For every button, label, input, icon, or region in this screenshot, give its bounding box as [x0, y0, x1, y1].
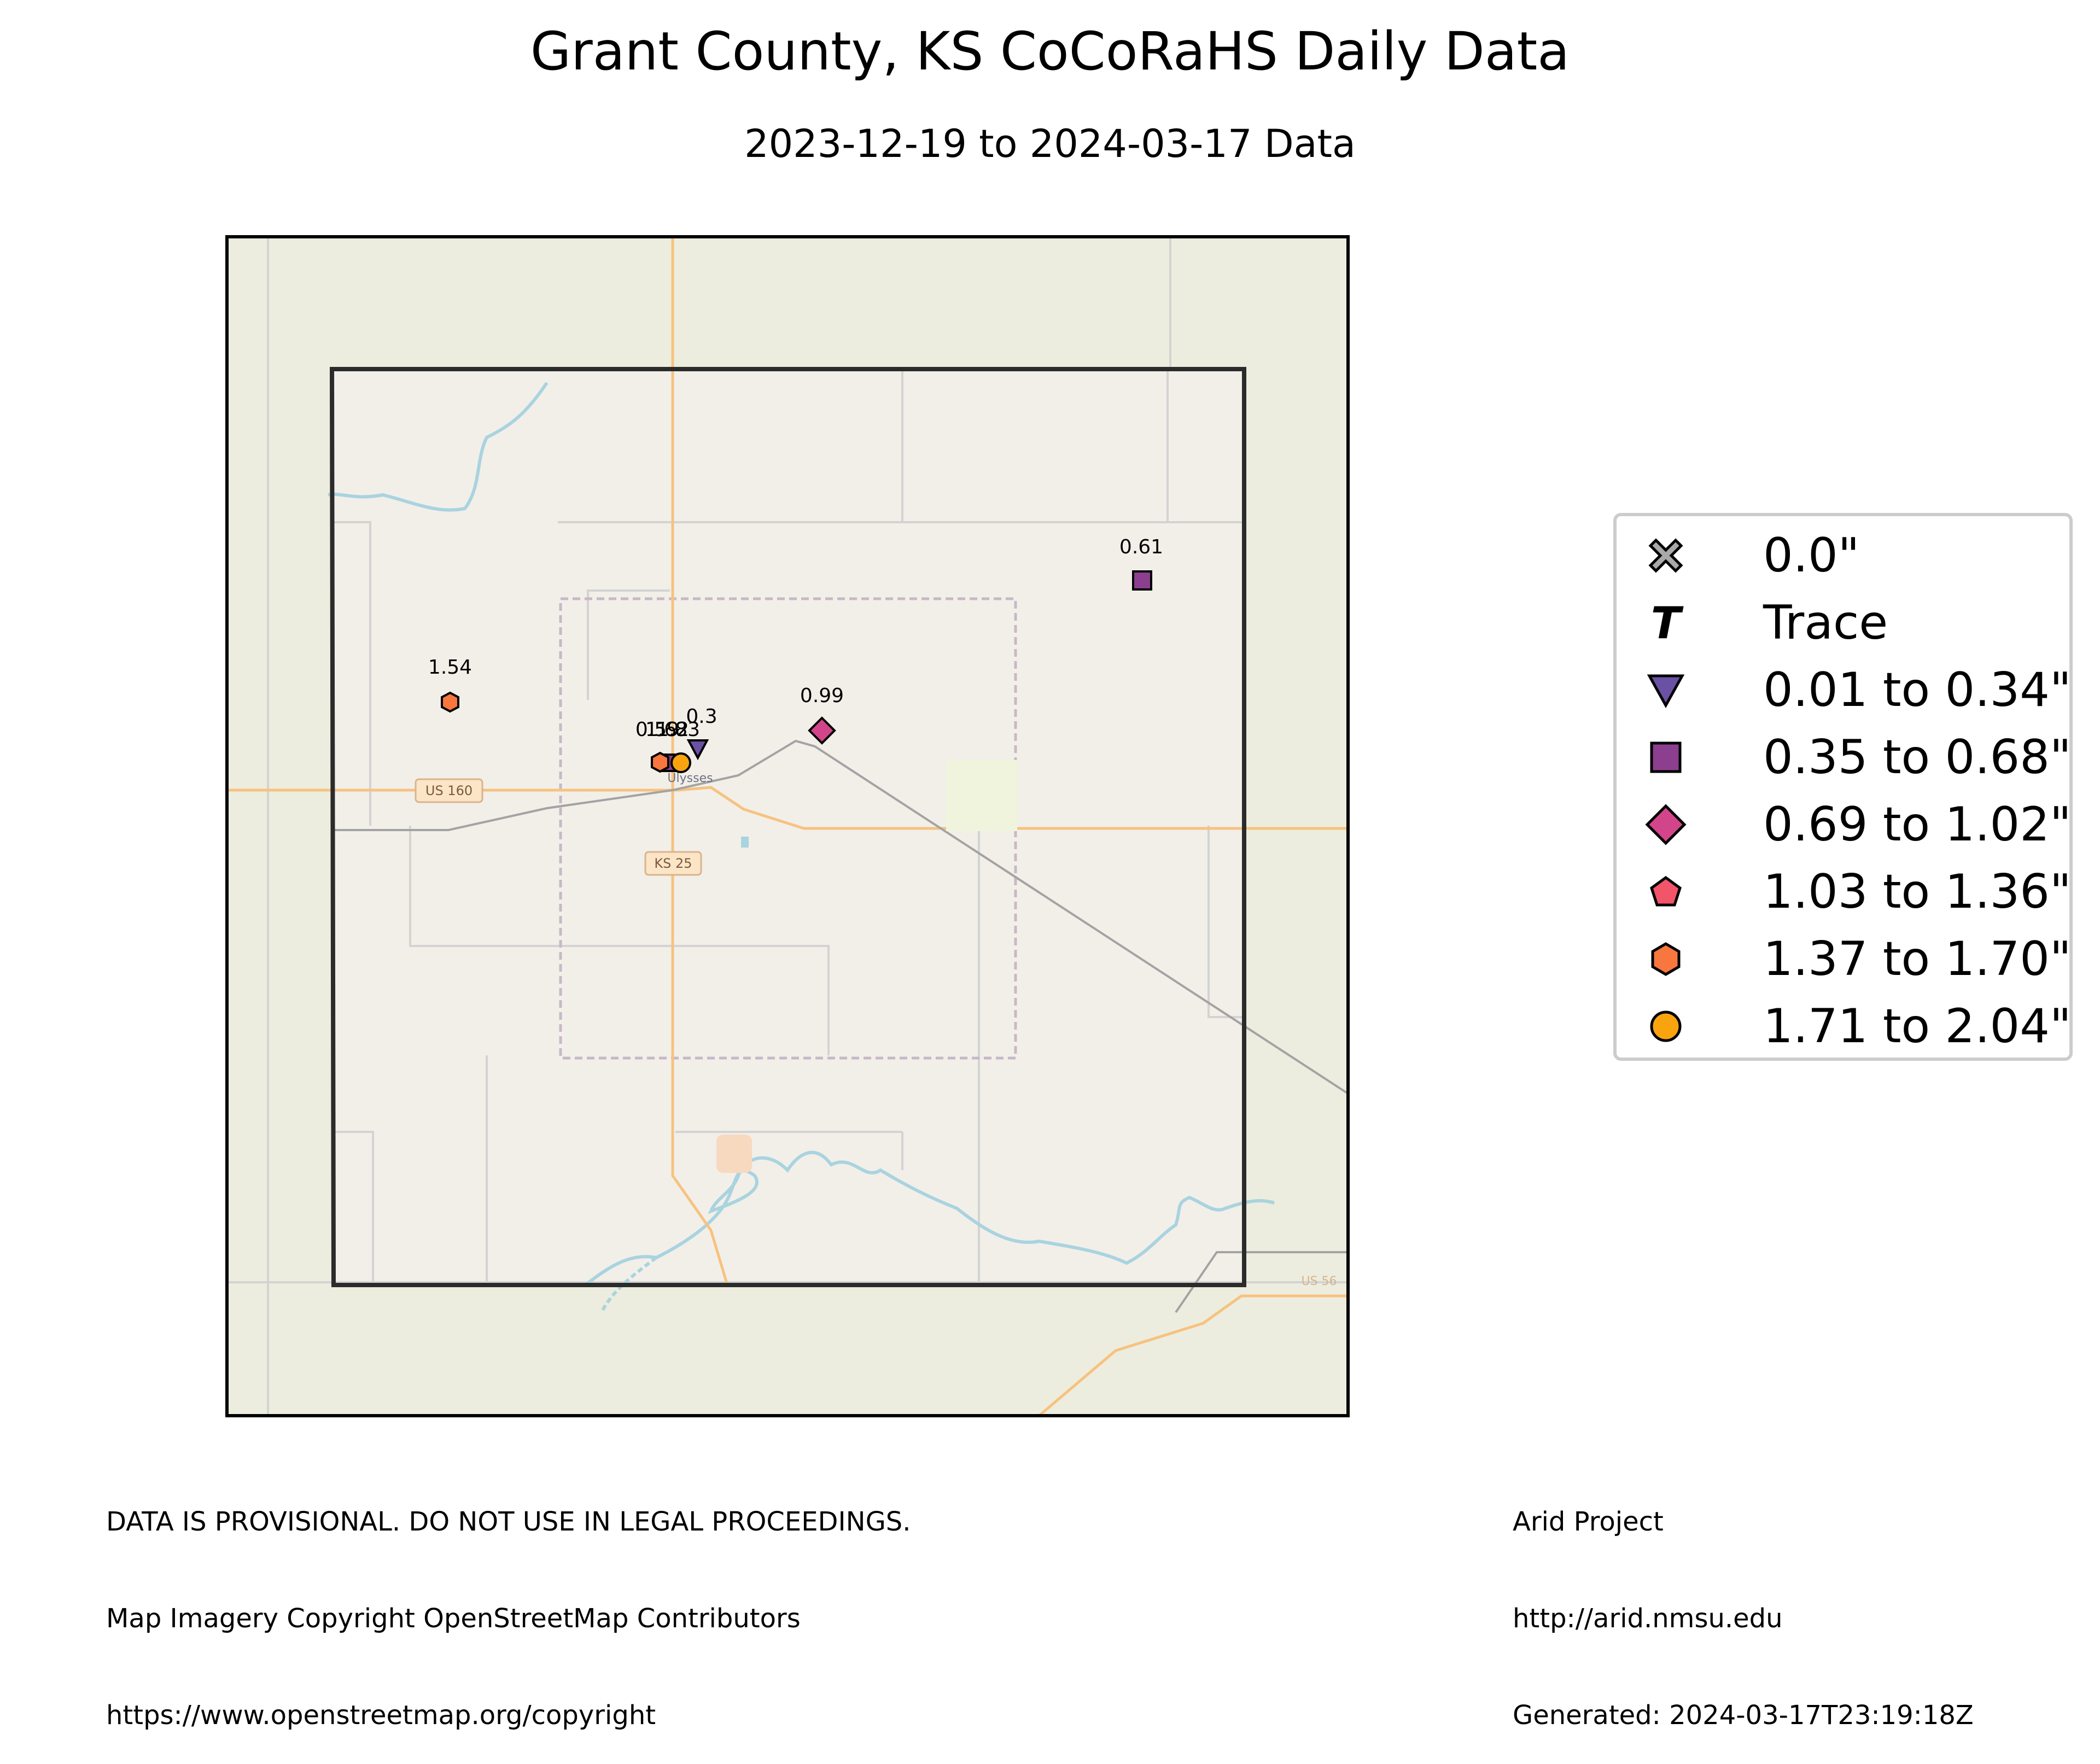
station-marker-0-61: 0.61 [1119, 536, 1163, 591]
legend-label-0-35: 0.35 to 0.68" [1763, 730, 2072, 785]
footer-right-line-3: Generated: 2024-03-17T23:19:18Z [1513, 1700, 1974, 1731]
station-marker-0-3: 0.3 [686, 705, 718, 761]
legend-label-0-01: 0.01 to 0.34" [1763, 663, 2072, 717]
station-marker-1-62: 1.62 [645, 719, 689, 773]
footer-disclaimer: DATA IS PROVISIONAL. DO NOT USE IN LEGAL… [106, 1441, 911, 1764]
legend-label-zero: 0.0" [1763, 528, 1860, 583]
legend-label-1-37: 1.37 to 1.70" [1763, 932, 2072, 986]
water-tank [741, 837, 749, 848]
road-shield-us56: US 56 [1301, 1275, 1337, 1288]
chart-title: Grant County, KS CoCoRaHS Daily Data [530, 21, 1570, 82]
minor-roads [227, 237, 1348, 1416]
road-shield-us160-label: US 160 [425, 783, 472, 798]
svg-text:T: T [1651, 601, 1684, 645]
highways [227, 237, 1348, 1417]
footer-right-line-1: Arid Project [1513, 1506, 1664, 1537]
railway [332, 739, 1349, 1313]
legend-label-1-03: 1.03 to 1.36" [1763, 865, 2072, 919]
station-marker-1-54: 1.54 [428, 656, 472, 713]
station-marker-0-99: 0.99 [800, 685, 844, 745]
trace-t-icon: T [1651, 601, 1684, 645]
legend-item-0-01: 0.01 to 0.34" [1617, 657, 2072, 723]
footer-left-line-3: https://www.openstreetmap.org/copyright [106, 1700, 656, 1731]
chart-subtitle: 2023-12-19 to 2024-03-17 Data [744, 121, 1356, 166]
station-label-0-59: 0.59 [635, 719, 679, 741]
legend-item-0-69: 0.69 to 1.02" [1617, 792, 2072, 857]
place-label-ulysses: Ulysses [667, 772, 713, 785]
legend-item-zero: 0.0" [1617, 523, 2069, 588]
legend-item-1-37: 1.37 to 1.70" [1617, 926, 2072, 992]
triangle-down-icon [1647, 674, 1685, 709]
hexagon-icon [1651, 942, 1681, 976]
airport [946, 760, 1017, 831]
station-label-0-99: 0.99 [800, 685, 844, 707]
legend: 0.0" T Trace 0.01 to 0.34" 0.35 to 0.68"… [1613, 513, 2073, 1061]
station-label-0-3: 0.3 [686, 705, 717, 728]
station-label-0-61: 0.61 [1119, 536, 1163, 558]
footer-left-line-2: Map Imagery Copyright OpenStreetMap Cont… [106, 1603, 801, 1634]
road-shield-us160: US 160 [415, 778, 483, 803]
station-label-1-83: 1.83 [656, 719, 700, 741]
diamond-icon [1645, 804, 1687, 845]
ballfield [716, 1135, 752, 1173]
station-label-1-62: 1.62 [645, 719, 689, 741]
legend-item-1-71: 1.71 to 2.04" [1617, 994, 2072, 1059]
station-label-1-54: 1.54 [428, 656, 472, 679]
county-area [332, 369, 1244, 1285]
road-shield-ks25-label: KS 25 [654, 856, 692, 871]
county-map: US 160 KS 25 US 56 Ulysses 0.61 1.54 0.9… [225, 235, 1350, 1417]
footer-right-line-2: http://arid.nmsu.edu [1513, 1603, 1783, 1634]
legend-label-1-71: 1.71 to 2.04" [1763, 999, 2072, 1054]
legend-label-trace: Trace [1763, 595, 1888, 650]
station-markers: 0.61 1.54 0.99 0.3 0.59 1.62 1.83 [428, 536, 1163, 773]
legend-item-0-35: 0.35 to 0.68" [1617, 725, 2072, 790]
square-icon [1650, 741, 1682, 773]
footer-left-line-1: DATA IS PROVISIONAL. DO NOT USE IN LEGAL… [106, 1506, 911, 1537]
legend-item-1-03: 1.03 to 1.36" [1617, 859, 2072, 925]
legend-item-trace: T Trace [1617, 590, 2069, 656]
pentagon-icon [1650, 875, 1682, 907]
map-frame [225, 235, 1350, 1417]
footer-credits: Arid Project http://arid.nmsu.edu Genera… [1513, 1441, 1974, 1764]
station-marker-1-83: 1.83 [656, 719, 700, 773]
county-outline [329, 367, 1246, 1287]
legend-label-0-69: 0.69 to 1.02" [1763, 797, 2072, 852]
x-mark-icon [1648, 538, 1683, 573]
circle-icon [1650, 1010, 1682, 1042]
road-shield-us56-label: US 56 [1301, 1275, 1337, 1288]
road-shield-ks25: KS 25 [644, 851, 702, 876]
